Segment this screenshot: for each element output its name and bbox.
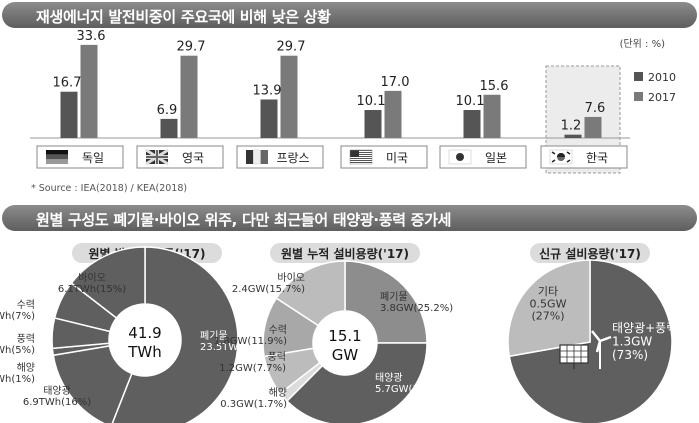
donut-slice	[70, 246, 146, 320]
donut-title-pill-2	[270, 243, 420, 263]
bar-2017	[180, 55, 198, 139]
slice-label: 바이오 6.1TWh(15%)	[58, 272, 126, 295]
donut-slice	[507, 259, 591, 358]
bar-chart: 16.7 33.6 독일 6.9 29.7 영국 13.9 29.7 프랑스 10.1 17.0 미국…	[30, 29, 676, 194]
slice-label: 바이오 2.4GW(15.7%)	[232, 272, 305, 295]
donut-title-pill-3	[530, 243, 650, 263]
slice-label: 태양광 5.7GW(37.8%)	[375, 372, 448, 395]
category-label: 프랑스	[276, 151, 309, 165]
donut-title-3: 신규 설비용량('17)	[539, 246, 641, 261]
value-label-2017: 7.6	[585, 101, 606, 116]
bar-2010	[60, 91, 78, 138]
bar-2010	[564, 134, 582, 138]
slice-label: 수력 1.8GW(11.9%)	[214, 324, 287, 347]
value-label-2010: 13.9	[253, 83, 282, 98]
source-note: * Source : IEA(2018) / KEA(2018)	[31, 183, 187, 194]
legend-swatch-2017	[634, 92, 643, 101]
value-label-2017: 29.7	[277, 40, 306, 55]
legend-swatch-2010	[634, 72, 643, 81]
bar-2017	[584, 116, 602, 138]
bar-2017	[384, 90, 402, 138]
donut-center-unit: TWh	[127, 343, 162, 361]
bar-2017	[80, 44, 98, 138]
donut-center	[313, 311, 377, 375]
value-label-2010: 1.2	[561, 119, 582, 134]
bar-2017	[280, 55, 298, 139]
slice-label: 태양광+풍력 1.3GW (73%)	[612, 321, 677, 362]
slice-label: 풍력 1.2GW(7.7%)	[219, 351, 286, 374]
bar-2017	[483, 94, 501, 138]
value-label-2010: 10.1	[456, 94, 485, 109]
slice-label: 해양 0.3GW(1.7%)	[220, 386, 287, 410]
donut-center-unit: GW	[332, 346, 359, 364]
value-label-2010: 16.7	[53, 76, 82, 91]
bar-2010	[160, 118, 178, 138]
flag-france-icon	[246, 149, 268, 165]
flag-uk-icon	[145, 148, 169, 166]
bar-2010	[260, 99, 278, 138]
value-label-2017: 33.6	[77, 29, 106, 44]
slice-label: 태양광 6.9TWh(16%)	[23, 385, 91, 408]
category-label: 일본	[485, 151, 507, 165]
slice-label: 수력2.8TWh(7%)	[0, 299, 35, 322]
flag-usa-icon	[349, 149, 373, 165]
donut-center	[109, 304, 181, 376]
donut-center-value: 15.1	[328, 327, 361, 345]
value-label-2010: 10.1	[357, 94, 386, 109]
value-label-2017: 29.7	[177, 40, 206, 55]
legend-label-2010: 2010	[648, 71, 676, 84]
bar-2010	[463, 110, 481, 138]
category-label: 한국	[586, 151, 608, 165]
slice-label: 폐기물 23.5TWh(56%)	[200, 330, 275, 353]
slice-label: 기타 0.5GW (27%)	[530, 285, 567, 323]
category-label: 독일	[82, 151, 104, 165]
slice-label: 해양0.5TWh(1%)	[0, 361, 35, 385]
unit-label: (단위 : %)	[620, 37, 666, 50]
legend-label-2017: 2017	[648, 91, 676, 104]
bar-2010	[364, 110, 382, 138]
section-banner-1: 재생에너지 발전비중이 주요국에 비해 낮은 상황	[2, 2, 697, 28]
flag-germany-icon	[46, 150, 68, 164]
section-banner-2: 원별 구성도 폐기물·바이오 위주, 다만 최근들어 태양광·풍력 증가세	[2, 205, 697, 231]
donut-center-value: 41.9	[128, 324, 161, 342]
donut-title-2: 원별 누적 설비용량('17)	[281, 246, 409, 261]
flag-japan-icon	[448, 149, 472, 165]
value-label-2010: 6.9	[157, 103, 178, 118]
solar-wind-icon	[559, 330, 612, 369]
value-label-2017: 15.6	[480, 79, 509, 94]
slice-label: 폐기물 3.8GW(25.2%)	[380, 291, 453, 314]
category-label: 영국	[182, 151, 204, 165]
category-label: 미국	[386, 151, 408, 165]
value-label-2017: 17.0	[381, 75, 410, 90]
slice-label: 풍력2.2TWh(5%)	[0, 333, 35, 356]
flag-korea-icon	[549, 149, 573, 165]
section-title-1: 재생에너지 발전비중이 주요국에 비해 낮은 상황	[36, 8, 331, 26]
section-title-2: 원별 구성도 폐기물·바이오 위주, 다만 최근들어 태양광·풍력 증가세	[36, 211, 452, 229]
